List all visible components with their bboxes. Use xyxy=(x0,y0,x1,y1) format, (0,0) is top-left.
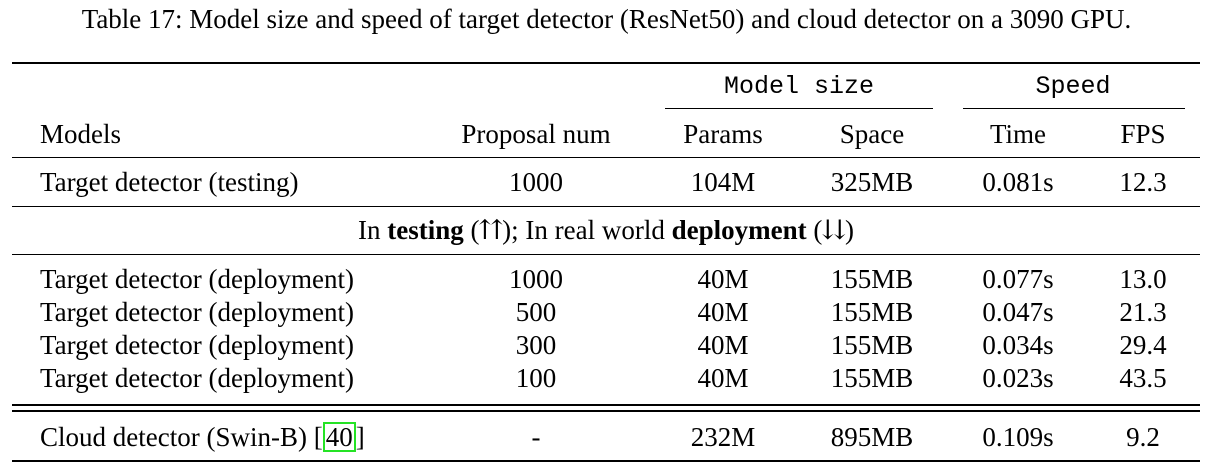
header-params: Params xyxy=(683,119,763,149)
cell-fps: 21.3 xyxy=(1119,297,1167,327)
top-rule xyxy=(12,62,1200,64)
cell-params: 40M xyxy=(697,297,749,327)
double-rule-lower xyxy=(12,410,1200,412)
model-size-cmidrule xyxy=(665,108,933,109)
divider-deployment-arrows: (⇊) xyxy=(813,215,854,245)
cell-proposal: 500 xyxy=(515,297,557,327)
cell-time: 0.023s xyxy=(982,363,1054,393)
cloud-model-prefix: Cloud detector (Swin-B) [ xyxy=(40,422,323,452)
cell-fps: 9.2 xyxy=(1126,422,1160,452)
cell-proposal: 300 xyxy=(515,330,557,360)
cell-space: 155MB xyxy=(830,264,914,294)
citation-link[interactable]: 40 xyxy=(322,422,356,452)
bottom-rule xyxy=(12,460,1200,462)
cell-model: Target detector (deployment) xyxy=(40,297,354,327)
cell-model: Target detector (testing) xyxy=(40,167,299,197)
section-divider-text: In testing (⇈); In real world deployment… xyxy=(358,214,854,246)
header-proposal-num: Proposal num xyxy=(461,119,611,149)
header-rule xyxy=(12,157,1200,158)
cell-space: 155MB xyxy=(830,363,914,393)
cell-time: 0.081s xyxy=(982,167,1054,197)
speed-cmidrule xyxy=(963,108,1185,109)
header-speed: Speed xyxy=(1035,72,1111,101)
double-rule-upper xyxy=(12,404,1200,406)
cell-space: 155MB xyxy=(830,297,914,327)
header-space: Space xyxy=(839,119,905,149)
cell-time: 0.109s xyxy=(982,422,1054,452)
header-fps: FPS xyxy=(1120,119,1166,149)
header-models: Models xyxy=(40,119,121,149)
divider-in: In xyxy=(358,215,381,245)
cell-fps: 43.5 xyxy=(1119,363,1167,393)
cell-model: Cloud detector (Swin-B) [40] xyxy=(40,421,365,453)
cell-params: 40M xyxy=(697,363,749,393)
section-rule-bottom xyxy=(12,254,1200,255)
header-model-size: Model size xyxy=(723,72,875,101)
cell-fps: 13.0 xyxy=(1119,264,1167,294)
cell-model: Target detector (deployment) xyxy=(40,363,354,393)
section-rule-top xyxy=(12,206,1200,207)
cell-space: 325MB xyxy=(830,167,914,197)
divider-testing-arrows: (⇈); In real world xyxy=(470,215,665,245)
divider-deployment: deployment xyxy=(671,215,807,245)
cell-time: 0.077s xyxy=(982,264,1054,294)
divider-testing: testing xyxy=(387,215,464,245)
cell-model: Target detector (deployment) xyxy=(40,330,354,360)
cell-params: 40M xyxy=(697,330,749,360)
header-time: Time xyxy=(989,119,1047,149)
cloud-model-suffix: ] xyxy=(355,422,365,452)
table-caption: Table 17: Model size and speed of target… xyxy=(81,4,1132,34)
cell-time: 0.034s xyxy=(982,330,1054,360)
cell-params: 104M xyxy=(690,167,756,197)
cell-params: 232M xyxy=(690,422,756,452)
cell-params: 40M xyxy=(697,264,749,294)
cell-proposal: 1000 xyxy=(509,264,563,294)
cell-time: 0.047s xyxy=(982,297,1054,327)
cell-proposal: 1000 xyxy=(509,167,563,197)
cell-fps: 29.4 xyxy=(1119,330,1167,360)
cell-proposal: - xyxy=(531,422,541,452)
cell-fps: 12.3 xyxy=(1119,167,1167,197)
cell-space: 895MB xyxy=(830,422,914,452)
cell-proposal: 100 xyxy=(515,363,557,393)
cell-model: Target detector (deployment) xyxy=(40,264,354,294)
cell-space: 155MB xyxy=(830,330,914,360)
